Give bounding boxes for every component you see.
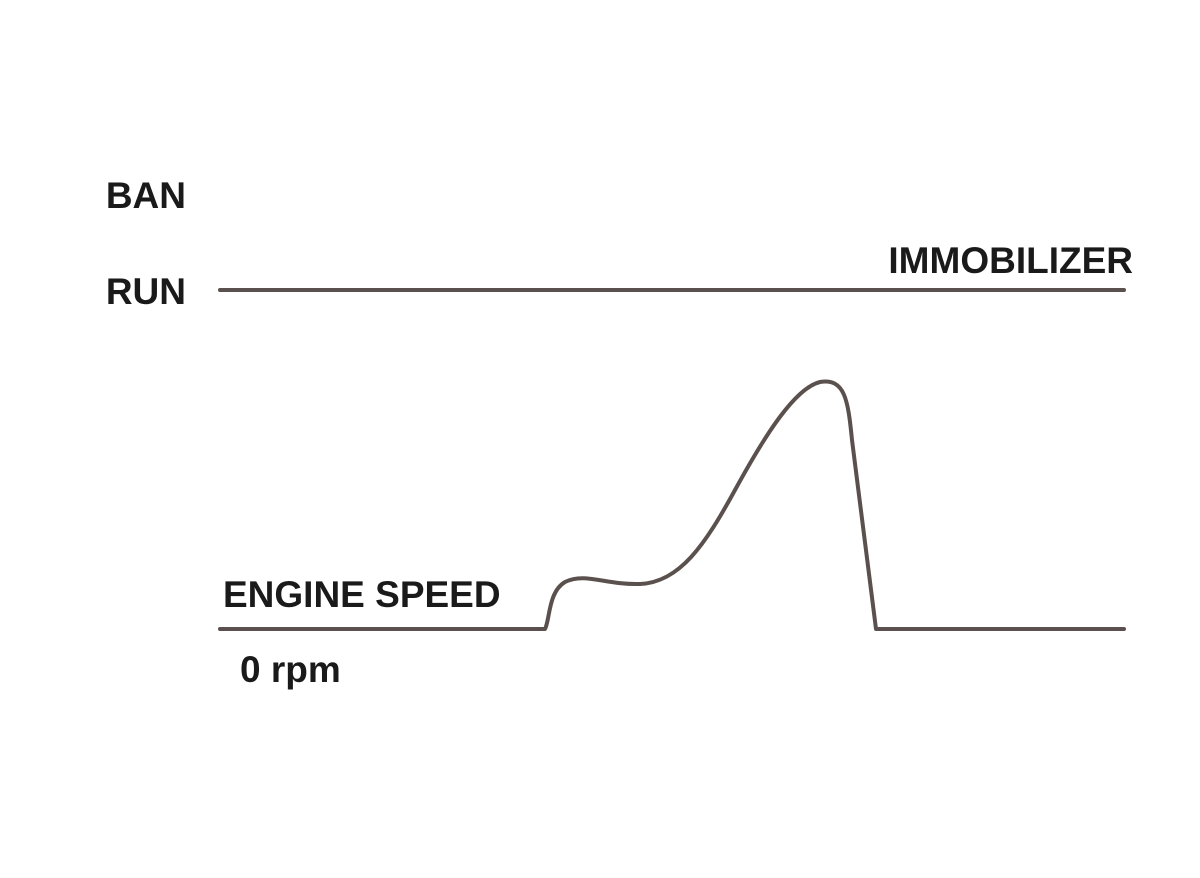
signal-label: IMMOBILIZER [888,240,1133,281]
engine-speed-trace [218,379,1126,631]
state-label: RUN [106,271,186,312]
signal-label: ENGINE SPEED [223,574,501,615]
state-label: BAN [106,175,186,216]
baseline-label: 0 rpm [240,649,341,690]
